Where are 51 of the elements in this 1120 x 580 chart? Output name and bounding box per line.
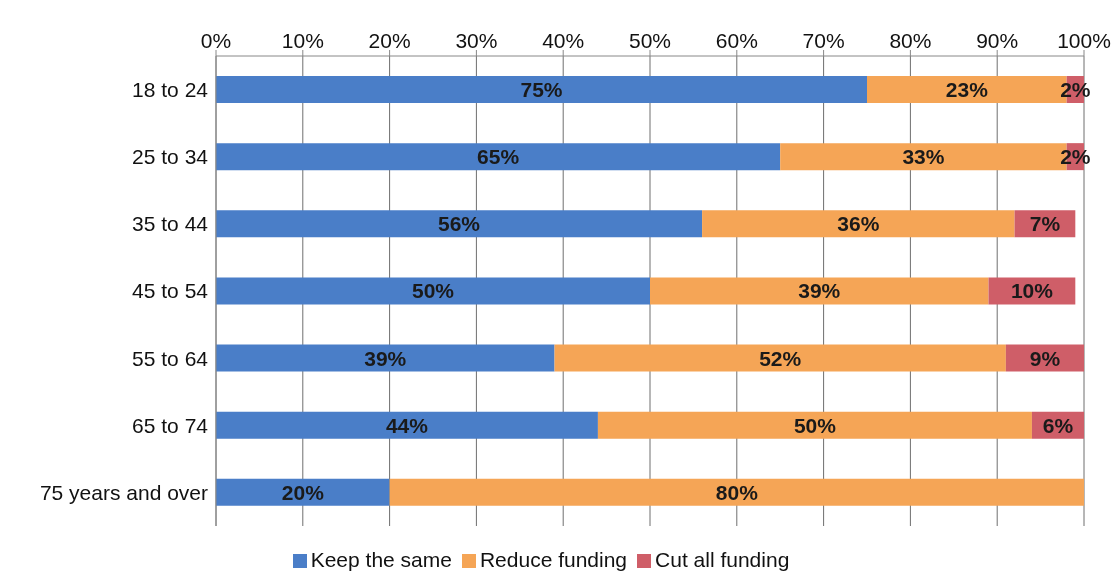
data-label: 6% <box>1042 413 1074 437</box>
data-label: 39% <box>364 346 407 370</box>
bar <box>597 411 1032 439</box>
y-tick-label: 18 to 24 <box>132 78 209 102</box>
bar <box>216 210 703 238</box>
bar <box>216 478 390 506</box>
y-tick-label: 55 to 64 <box>132 346 209 370</box>
x-tick-label: 50% <box>628 29 672 52</box>
y-tick-label: 65 to 74 <box>132 413 209 437</box>
data-label: 50% <box>793 413 837 437</box>
x-tick-label: 30% <box>455 29 498 52</box>
y-tick-label: 45 to 54 <box>132 279 209 303</box>
bar <box>702 210 1015 238</box>
legend-label: Cut all funding <box>655 548 790 571</box>
data-label: 39% <box>798 279 841 303</box>
bar <box>216 76 867 103</box>
bar <box>216 344 555 372</box>
x-tick-label: 10% <box>281 29 324 52</box>
data-label: 7% <box>1029 212 1061 236</box>
data-label: 52% <box>759 346 802 370</box>
data-label: 20% <box>281 480 325 504</box>
data-label: 9% <box>1029 346 1061 370</box>
data-label: 44% <box>385 413 429 437</box>
bar <box>216 411 598 439</box>
bar <box>650 277 989 305</box>
legend-label: Keep the same <box>310 548 452 571</box>
y-tick-label: 75 years and over <box>39 480 208 504</box>
data-label: 10% <box>1010 279 1054 303</box>
y-tick-label: 35 to 44 <box>132 212 209 236</box>
data-label: 33% <box>902 145 945 169</box>
bar <box>389 478 1084 506</box>
data-label: 56% <box>438 212 481 236</box>
data-label: 50% <box>411 279 455 303</box>
data-label: 75% <box>520 77 563 101</box>
bar <box>216 277 650 305</box>
data-label: 36% <box>837 212 880 236</box>
bar <box>216 143 781 171</box>
x-tick-label: 90% <box>976 29 1019 52</box>
legend-label: Reduce funding <box>479 548 628 571</box>
x-tick-label: 70% <box>802 29 845 52</box>
data-label: 65% <box>477 145 520 169</box>
x-tick-label: 0% <box>200 29 232 52</box>
x-tick-label: 100% <box>1057 29 1111 52</box>
x-tick-label: 40% <box>542 29 585 52</box>
x-tick-label: 60% <box>715 29 758 52</box>
x-tick-label: 80% <box>889 29 932 52</box>
data-label: 23% <box>945 77 989 101</box>
data-label: 80% <box>715 480 759 504</box>
y-tick-label: 25 to 34 <box>132 145 209 169</box>
bar <box>554 344 1006 372</box>
x-tick-label: 20% <box>368 29 411 52</box>
